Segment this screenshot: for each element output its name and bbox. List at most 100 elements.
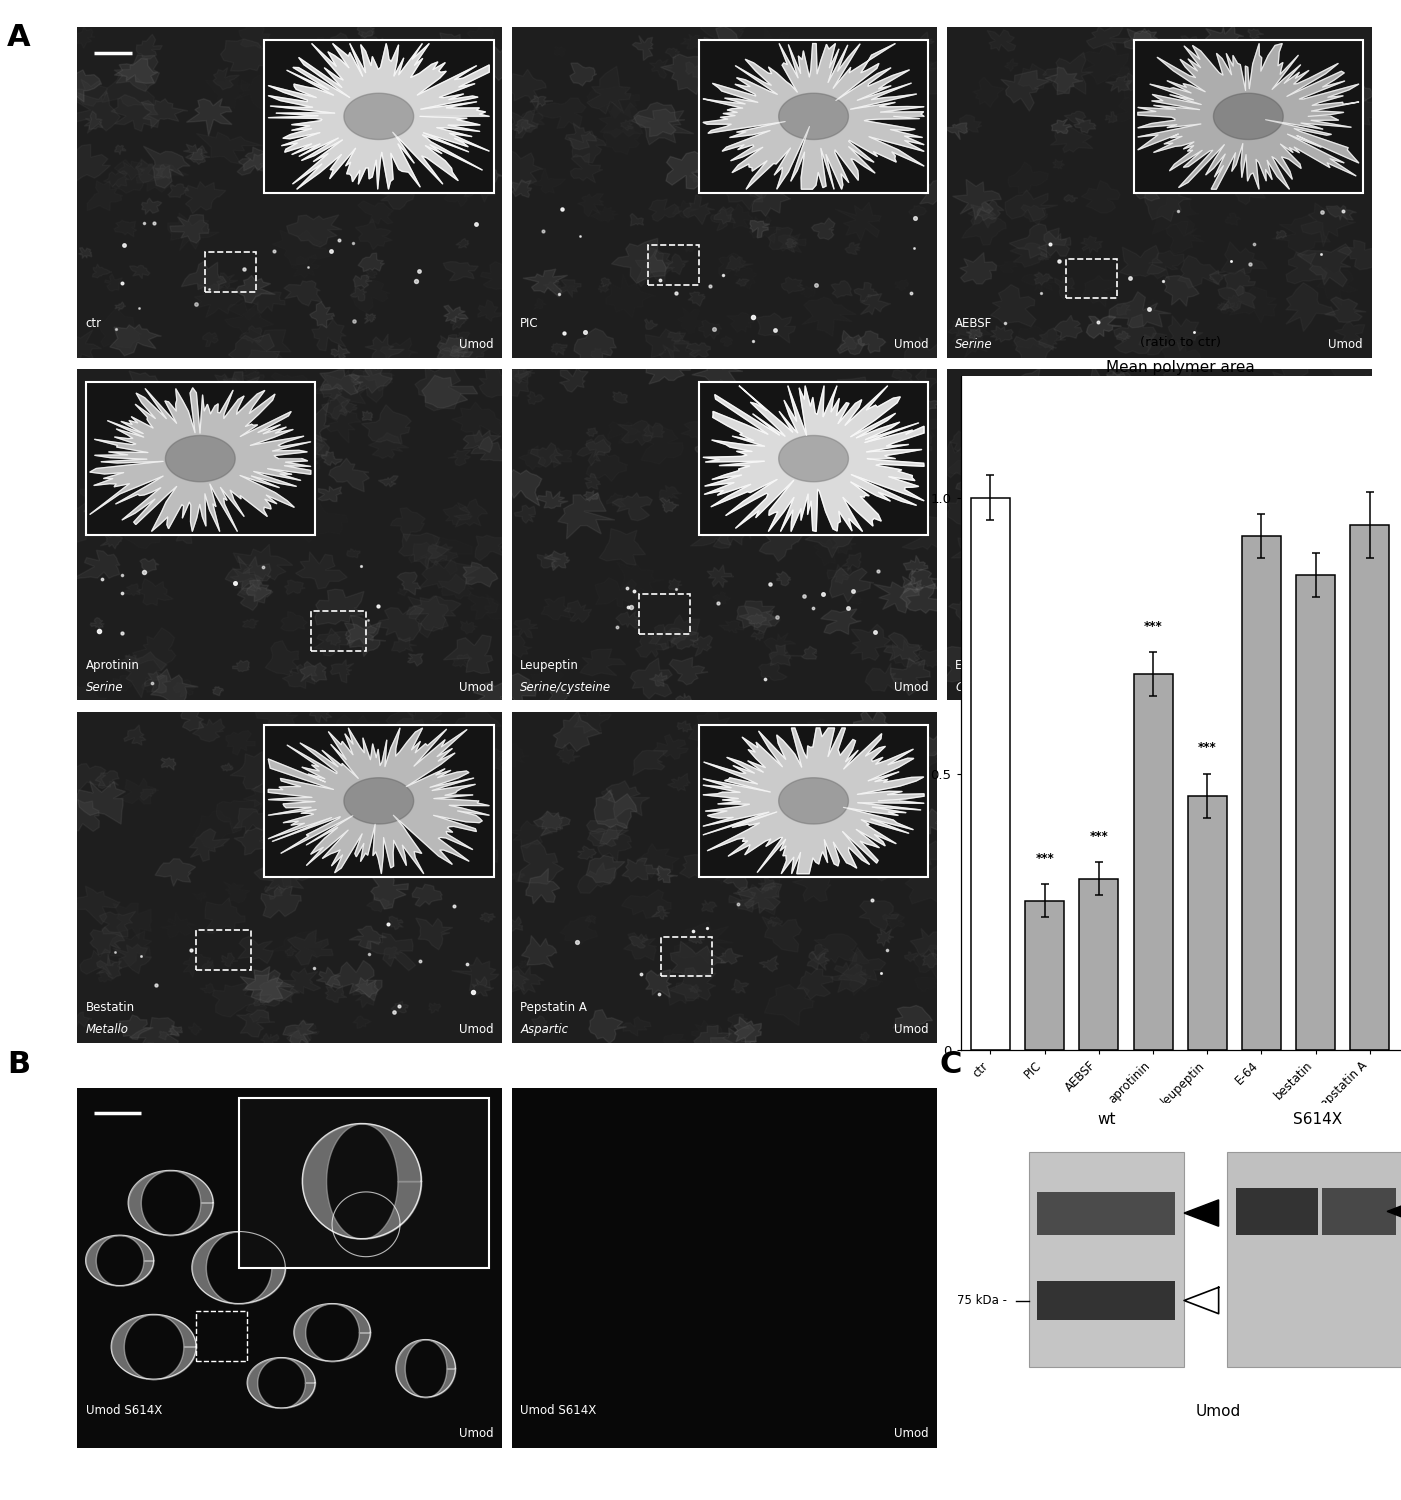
- Polygon shape: [607, 494, 626, 507]
- Polygon shape: [443, 261, 478, 280]
- Polygon shape: [976, 201, 1005, 220]
- Text: C: C: [940, 1050, 962, 1078]
- Polygon shape: [476, 748, 506, 774]
- Polygon shape: [335, 50, 346, 58]
- Bar: [1202, 594, 1252, 634]
- Polygon shape: [769, 645, 801, 666]
- Polygon shape: [1192, 573, 1209, 584]
- Polygon shape: [670, 657, 708, 686]
- Polygon shape: [1194, 504, 1213, 519]
- Polygon shape: [113, 675, 133, 692]
- Polygon shape: [974, 399, 993, 418]
- Polygon shape: [706, 64, 731, 88]
- Polygon shape: [1045, 68, 1083, 94]
- Polygon shape: [64, 1011, 92, 1028]
- Polygon shape: [1171, 594, 1199, 616]
- Polygon shape: [1189, 668, 1205, 676]
- Polygon shape: [503, 636, 532, 657]
- Polygon shape: [165, 435, 235, 482]
- Polygon shape: [1230, 286, 1276, 322]
- Text: PIC: PIC: [520, 316, 539, 330]
- Polygon shape: [710, 1024, 757, 1053]
- Polygon shape: [850, 624, 895, 660]
- Polygon shape: [899, 852, 926, 877]
- Polygon shape: [727, 501, 747, 513]
- Polygon shape: [112, 944, 151, 974]
- Polygon shape: [849, 950, 870, 969]
- Polygon shape: [991, 326, 1013, 342]
- Polygon shape: [804, 519, 859, 558]
- Polygon shape: [762, 916, 801, 952]
- Polygon shape: [1002, 602, 1051, 632]
- Polygon shape: [779, 93, 849, 140]
- Polygon shape: [244, 372, 265, 384]
- Polygon shape: [381, 142, 430, 178]
- Polygon shape: [689, 936, 705, 944]
- Polygon shape: [115, 58, 158, 84]
- Polygon shape: [841, 336, 859, 351]
- Polygon shape: [727, 507, 764, 540]
- Polygon shape: [702, 26, 755, 63]
- Polygon shape: [454, 342, 488, 369]
- Polygon shape: [612, 392, 628, 404]
- Polygon shape: [1000, 70, 1049, 111]
- Polygon shape: [186, 99, 233, 136]
- Polygon shape: [1139, 642, 1157, 654]
- Polygon shape: [846, 506, 873, 534]
- Polygon shape: [1115, 304, 1131, 315]
- Bar: [1079, 879, 1118, 1050]
- Polygon shape: [1178, 255, 1224, 288]
- Polygon shape: [616, 610, 640, 628]
- Polygon shape: [1191, 594, 1208, 606]
- Polygon shape: [242, 364, 259, 378]
- Polygon shape: [675, 693, 693, 709]
- Polygon shape: [230, 752, 279, 789]
- Polygon shape: [527, 392, 545, 405]
- Polygon shape: [1240, 618, 1257, 632]
- Polygon shape: [366, 270, 377, 279]
- Polygon shape: [733, 882, 782, 914]
- Polygon shape: [387, 50, 405, 62]
- Polygon shape: [646, 328, 691, 366]
- Polygon shape: [56, 503, 108, 542]
- Polygon shape: [1285, 610, 1306, 628]
- Polygon shape: [120, 654, 139, 664]
- Bar: [647, 246, 699, 285]
- Polygon shape: [1188, 464, 1230, 494]
- Polygon shape: [346, 549, 360, 558]
- Polygon shape: [842, 482, 860, 496]
- Polygon shape: [793, 788, 850, 820]
- Polygon shape: [345, 615, 377, 645]
- Polygon shape: [649, 200, 682, 222]
- Polygon shape: [1105, 76, 1132, 93]
- Polygon shape: [565, 123, 597, 150]
- Polygon shape: [899, 338, 958, 372]
- Polygon shape: [786, 238, 797, 248]
- Polygon shape: [1209, 270, 1226, 285]
- Polygon shape: [326, 633, 340, 645]
- Polygon shape: [831, 280, 852, 298]
- Polygon shape: [1342, 543, 1401, 590]
- Bar: [85, 382, 315, 536]
- Polygon shape: [391, 507, 426, 542]
- Polygon shape: [142, 459, 184, 497]
- Polygon shape: [170, 519, 202, 543]
- Polygon shape: [1237, 681, 1267, 705]
- Polygon shape: [530, 442, 563, 466]
- Polygon shape: [478, 300, 502, 321]
- Polygon shape: [396, 706, 441, 734]
- Polygon shape: [948, 454, 981, 476]
- Polygon shape: [864, 483, 916, 520]
- Polygon shape: [255, 700, 298, 734]
- Polygon shape: [1013, 368, 1058, 407]
- Polygon shape: [352, 366, 392, 402]
- Polygon shape: [359, 254, 385, 272]
- Polygon shape: [408, 596, 448, 638]
- Polygon shape: [815, 735, 862, 768]
- Polygon shape: [758, 134, 773, 147]
- Polygon shape: [391, 1000, 408, 1012]
- Polygon shape: [1163, 46, 1208, 75]
- Polygon shape: [1327, 206, 1356, 220]
- Polygon shape: [902, 516, 955, 549]
- Polygon shape: [778, 432, 813, 457]
